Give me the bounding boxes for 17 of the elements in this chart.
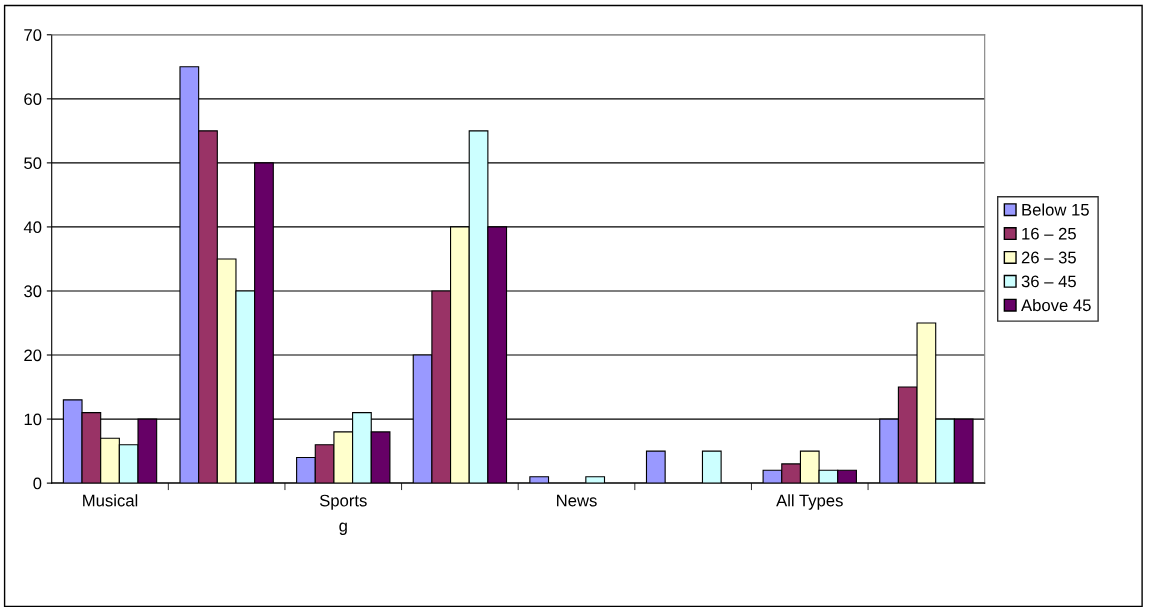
y-tick-label: 10 (24, 413, 42, 426)
y-tick-label: 20 (24, 349, 42, 362)
legend-label: Above 45 (1021, 298, 1091, 312)
y-tick-label: 40 (23, 221, 42, 234)
y-tick-label: 30 (24, 285, 42, 298)
legend-label: 26 – 35 (1021, 251, 1076, 264)
x-tick-label: News (557, 494, 597, 507)
y-tick-label: 0 (33, 477, 42, 490)
legend-label: 36 – 45 (1021, 275, 1076, 288)
y-tick-label: 70 (24, 29, 42, 41)
y-tick-label: 60 (24, 93, 42, 106)
y-tick-label: 50 (24, 157, 42, 170)
legend-label: Below 15 (1022, 203, 1089, 216)
x-tick-label: Musical (83, 494, 138, 507)
x-tick-label: All Types (776, 494, 843, 510)
x-tick-label: Sports g (319, 494, 367, 535)
legend-label: 16 – 25 (1022, 227, 1076, 240)
